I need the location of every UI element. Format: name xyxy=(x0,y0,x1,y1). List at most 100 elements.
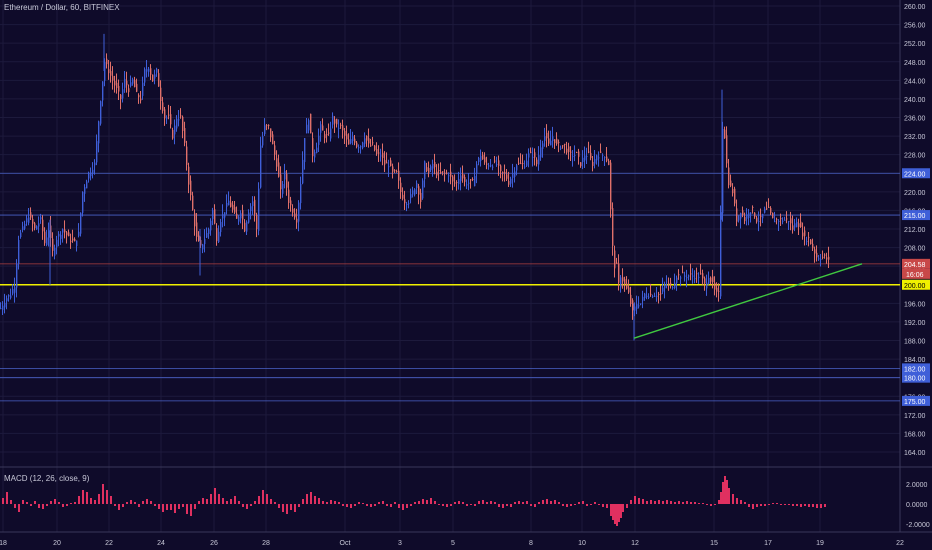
candle-body xyxy=(280,174,282,190)
macd-bar xyxy=(358,502,360,504)
macd-bar xyxy=(728,488,730,504)
x-tick-label: 28 xyxy=(262,540,270,547)
level-label-box xyxy=(902,395,930,406)
candle-body xyxy=(820,259,822,261)
x-tick-label: 5 xyxy=(451,540,455,547)
macd-bar xyxy=(98,494,100,504)
macd-bar xyxy=(330,500,332,504)
candle-body xyxy=(596,155,598,161)
candle-body xyxy=(196,222,198,237)
candle-body xyxy=(608,160,610,166)
candle-body xyxy=(382,152,384,158)
candle-body xyxy=(672,287,674,289)
candle-body xyxy=(22,226,24,231)
candle-body xyxy=(100,101,102,124)
macd-bar xyxy=(426,500,428,504)
candle-body xyxy=(536,159,538,165)
macd-bar xyxy=(554,500,556,504)
macd-bar xyxy=(662,501,664,504)
candle-body xyxy=(600,151,602,153)
candle-body xyxy=(786,218,788,220)
candle-body xyxy=(180,115,182,117)
candle-body xyxy=(98,121,100,144)
macd-bar xyxy=(174,504,176,513)
macd-bar xyxy=(194,504,196,509)
macd-tick-label: 0.0000 xyxy=(906,502,928,509)
candle-body xyxy=(366,136,368,141)
candle-body xyxy=(742,210,744,215)
candle-body xyxy=(768,206,770,208)
macd-bar xyxy=(34,501,36,504)
macd-bar xyxy=(286,504,288,514)
macd-bar xyxy=(618,504,620,522)
macd-bar xyxy=(190,504,192,516)
macd-bar xyxy=(226,501,228,504)
macd-bar xyxy=(816,504,818,508)
candle-body xyxy=(286,173,288,188)
macd-bar xyxy=(530,504,532,506)
candle-body xyxy=(668,283,670,285)
candle-body xyxy=(630,294,632,304)
candle-body xyxy=(68,232,70,237)
candle-body xyxy=(586,155,588,157)
candle-body xyxy=(4,302,6,308)
candle-body xyxy=(802,232,804,237)
candle-body xyxy=(330,128,332,139)
candle-body xyxy=(356,142,358,147)
candle-body xyxy=(124,78,126,88)
macd-bar xyxy=(538,502,540,504)
candle-body xyxy=(354,138,356,143)
candle-body xyxy=(522,163,524,165)
macd-bar xyxy=(710,504,712,506)
candle-body xyxy=(12,289,14,294)
candle-body xyxy=(216,228,218,242)
macd-bar xyxy=(792,504,794,506)
candle-body xyxy=(50,225,52,239)
macd-bar xyxy=(768,504,770,505)
candle-body xyxy=(808,237,810,239)
candle-body xyxy=(800,221,802,227)
macd-bar xyxy=(418,501,420,504)
candle-body xyxy=(560,147,562,149)
macd-bar xyxy=(446,504,448,507)
macd-bar xyxy=(438,504,440,505)
macd-bar xyxy=(306,494,308,504)
candle-body xyxy=(92,169,94,174)
candle-body xyxy=(828,256,830,260)
candle-body xyxy=(546,132,548,139)
candle-body xyxy=(126,80,128,86)
candle-body xyxy=(36,226,38,230)
candle-body xyxy=(636,304,638,309)
macd-bar xyxy=(760,504,762,506)
candle-body xyxy=(294,213,296,218)
trend-line xyxy=(633,263,863,339)
candle-body xyxy=(478,157,480,163)
candle-body xyxy=(724,129,726,139)
candle-body xyxy=(704,278,706,284)
macd-bar xyxy=(118,504,120,510)
candle-body xyxy=(712,276,714,283)
candle-body xyxy=(574,155,576,157)
candle-body xyxy=(138,95,140,98)
candle-body xyxy=(758,220,760,222)
candle-body xyxy=(506,174,508,179)
y-tick-label: 244.00 xyxy=(904,78,926,85)
macd-bar xyxy=(756,504,758,507)
candle-body xyxy=(234,207,236,213)
candle-body xyxy=(714,282,716,290)
candle-body xyxy=(544,136,546,141)
candle-body xyxy=(538,155,540,165)
candle-body xyxy=(58,233,60,237)
candle-body xyxy=(320,124,322,133)
candle-body xyxy=(160,87,162,101)
candle-body xyxy=(466,184,468,186)
candle-body xyxy=(222,214,224,219)
macd-bar xyxy=(670,501,672,504)
macd-bar xyxy=(70,503,72,504)
level-label-box xyxy=(902,168,930,179)
candle-body xyxy=(658,293,660,295)
candle-body xyxy=(380,155,382,157)
candle-body xyxy=(316,147,318,154)
macd-title: MACD (12, 26, close, 9) xyxy=(4,474,90,483)
